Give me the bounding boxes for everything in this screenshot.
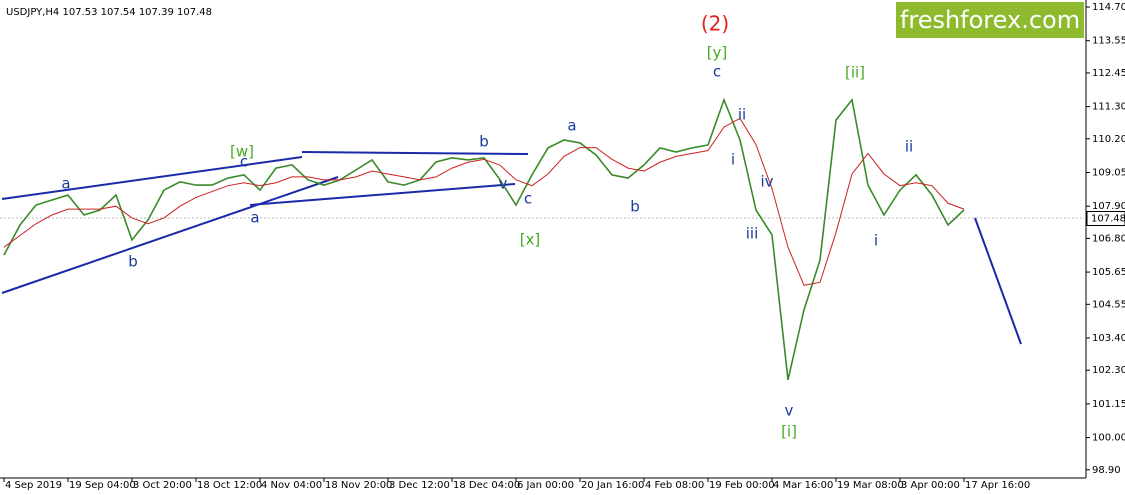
logo-box [896, 2, 1084, 38]
y-tick-label: 101.15 [1092, 399, 1125, 410]
wave-label: v [499, 175, 508, 193]
price-line-series [3, 97, 965, 381]
price-line-series [3, 117, 965, 286]
wave-label: a [567, 117, 576, 135]
x-tick-label: 17 Apr 16:00 [965, 480, 1030, 491]
wave-label: ii [905, 138, 913, 156]
wave-label: b [128, 253, 138, 271]
x-tick-label: 19 Feb 00:00 [709, 480, 775, 491]
x-tick-label: 4 Feb 08:00 [645, 480, 704, 491]
y-tick-label: 105.65 [1092, 267, 1125, 278]
y-tick-label: 110.20 [1092, 134, 1125, 145]
x-tick-label: 19 Sep 04:00 [69, 480, 136, 491]
wave-label: i [731, 151, 735, 169]
x-tick-label: 20 Jan 16:00 [581, 480, 644, 491]
x-tick-label: 3 Dec 12:00 [389, 480, 450, 491]
current-price-box [1086, 210, 1125, 226]
wave-label: a [61, 175, 70, 193]
wave-label: a [250, 209, 259, 227]
y-tick-label: 103.40 [1092, 333, 1125, 344]
x-tick-label: 4 Sep 2019 [5, 480, 62, 491]
trendlines [1, 151, 1022, 345]
wave-label: [ii] [845, 64, 865, 82]
wave-label: ii [738, 106, 746, 124]
x-tick-label: 18 Nov 20:00 [325, 480, 392, 491]
wave-label: c [240, 153, 248, 171]
x-tick-label: 18 Dec 04:00 [453, 480, 520, 491]
x-tick-label: 3 Oct 20:00 [133, 480, 192, 491]
wave-label: i [874, 232, 878, 250]
wave-label: iv [760, 173, 773, 191]
y-tick-label: 104.55 [1092, 299, 1125, 310]
x-tick-label: 18 Oct 12:00 [197, 480, 262, 491]
x-tick-label: 3 Apr 00:00 [901, 480, 960, 491]
y-tick-label: 106.80 [1092, 233, 1125, 244]
current-price-label: 107.48 [1091, 213, 1125, 224]
wave-label: b [479, 133, 489, 151]
x-tick-label: 6 Jan 00:00 [517, 480, 574, 491]
wave-label: v [785, 402, 794, 420]
y-tick-label: 98.90 [1092, 465, 1121, 476]
wave-label: c [524, 190, 532, 208]
y-tick-label: 112.45 [1092, 68, 1125, 79]
x-tick-label: 4 Nov 04:00 [261, 480, 322, 491]
wave-label: [x] [520, 231, 541, 249]
wave-label: iii [746, 225, 759, 243]
wave-label: [w] [230, 143, 254, 161]
chart-title: USDJPY,H4 107.53 107.54 107.39 107.48 [6, 7, 212, 18]
wave-label: c [713, 63, 721, 81]
x-tick-label: 19 Mar 08:00 [837, 480, 904, 491]
wave-label: [i] [781, 423, 797, 441]
y-tick-label: 109.05 [1092, 168, 1125, 179]
y-tick-label: 100.00 [1092, 433, 1125, 444]
y-tick-label: 113.55 [1092, 36, 1125, 47]
y-tick-label: 111.30 [1092, 102, 1125, 113]
logo: freshforex.com [900, 6, 1080, 34]
y-tick-label: 102.30 [1092, 365, 1125, 376]
y-tick-label: 114.70 [1092, 2, 1125, 13]
x-tick-label: 4 Mar 16:00 [773, 480, 833, 491]
wave-label: (2) [701, 12, 729, 36]
wave-label: [y] [707, 44, 728, 62]
y-tick-label: 107.90 [1092, 201, 1125, 212]
wave-label: b [630, 198, 640, 216]
